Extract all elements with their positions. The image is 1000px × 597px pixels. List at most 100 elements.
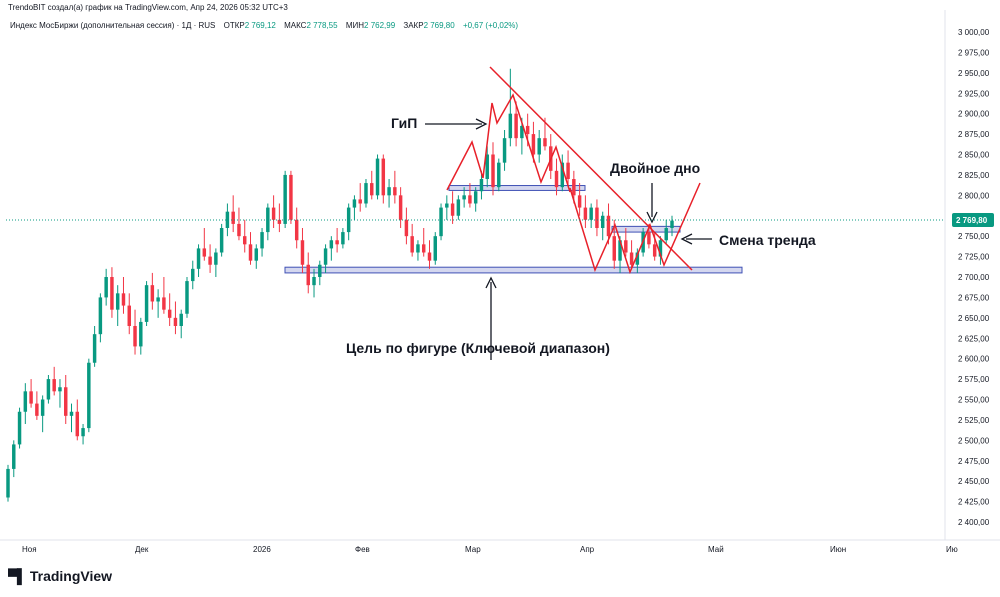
candle-body: [104, 277, 108, 298]
candle: [450, 191, 455, 224]
time-tick-label: Дек: [135, 545, 149, 554]
candle-body: [525, 125, 530, 135]
target-label: Цель по фигуре (Ключевой диапазон): [346, 340, 610, 356]
candle-body: [629, 252, 634, 265]
price-tick-label: 2 425,00: [958, 498, 990, 507]
candle-body: [277, 219, 282, 224]
candle: [670, 215, 674, 237]
last-price-tag: [952, 212, 994, 227]
candle: [468, 183, 472, 208]
candle-body: [393, 187, 397, 196]
pattern-drawings[interactable]: [425, 66, 712, 360]
candle: [387, 179, 391, 208]
key-level-zones[interactable]: [284, 185, 743, 274]
candle-body: [577, 195, 582, 208]
target-arrow-head: [485, 276, 497, 289]
candle-body: [271, 207, 276, 220]
trend-change-arrow-head: [680, 233, 693, 245]
candle: [127, 293, 131, 335]
candle: [341, 228, 345, 249]
low-value: 2 762,99: [364, 21, 396, 30]
low-label: МИН: [345, 21, 365, 30]
price-axis[interactable]: 2 400,00 2 425,00 2 450,00 2 475,00 2 500,00…: [958, 28, 990, 527]
candle: [485, 146, 489, 188]
double-bottom-zone[interactable]: [611, 225, 681, 233]
candle-body: [479, 179, 484, 192]
candle: [35, 391, 39, 420]
candle-body: [445, 203, 449, 208]
candle: [462, 187, 466, 208]
candle-body: [398, 195, 403, 220]
instrument-name[interactable]: Индекс МосБиржи (дополнительная сессия) …: [10, 21, 216, 30]
candle: [404, 207, 409, 245]
candle-body: [196, 248, 201, 269]
price-tick-label: 2 750,00: [958, 232, 990, 241]
candle: [23, 383, 28, 424]
candle: [595, 199, 599, 237]
double-bottom-line[interactable]: [569, 182, 701, 275]
candle-body: [612, 236, 616, 261]
double-bottom-label: Двойное дно: [610, 160, 701, 176]
candle-body: [12, 444, 16, 469]
candle-body: [254, 248, 259, 261]
candle-body: [173, 317, 178, 326]
candle: [139, 317, 143, 355]
candle: [173, 301, 178, 335]
head-and-shoulders-line[interactable]: [446, 93, 571, 193]
candle: [352, 195, 357, 220]
price-tick-label: 2 550,00: [958, 396, 990, 405]
candle-body: [40, 399, 45, 416]
tradingview-logo[interactable]: ▀▌ TradingView: [8, 568, 112, 584]
candle: [318, 260, 322, 286]
candle: [624, 228, 628, 257]
candle: [381, 154, 386, 204]
resistance-trendline[interactable]: [489, 66, 693, 271]
candle: [583, 195, 588, 228]
last-price-label: 2 769,80: [956, 216, 988, 225]
time-tick-label: Ноя: [22, 545, 37, 554]
candle-body: [439, 207, 443, 237]
candle-body: [121, 293, 126, 306]
candle-body: [427, 252, 432, 261]
candle-body: [485, 154, 489, 179]
candle-body: [98, 297, 103, 335]
candle-body: [595, 207, 599, 228]
candle-body: [6, 468, 10, 498]
candle: [237, 207, 241, 241]
candle-body: [237, 223, 241, 237]
candle-body: [462, 195, 466, 200]
candle: [87, 358, 91, 433]
candle: [398, 187, 403, 228]
trend-change-label: Смена тренда: [719, 232, 816, 248]
price-tick-label: 2 500,00: [958, 436, 990, 445]
chart-credit: TrendoBIT создал(а) график на TradingVie…: [8, 3, 288, 12]
candle: [473, 187, 478, 212]
time-tick-label: Ию: [946, 545, 958, 554]
candle: [560, 154, 565, 192]
time-tick-label: Фев: [355, 545, 370, 554]
candle: [191, 260, 195, 290]
candle-body: [225, 211, 230, 228]
neckline-zone[interactable]: [448, 185, 586, 191]
candle: [370, 170, 374, 200]
target-zone[interactable]: [284, 266, 743, 274]
candle-body: [133, 326, 137, 347]
candle: [40, 395, 45, 433]
candle-body: [624, 240, 628, 253]
candle-body: [289, 174, 293, 220]
time-axis[interactable]: Ноя Дек 2026 Фев Мар Апр Май Июн Ию: [22, 545, 958, 554]
candle-body: [421, 244, 426, 253]
candle-body: [531, 134, 536, 155]
candle: [242, 219, 247, 253]
candle-body: [606, 215, 611, 237]
candle: [629, 240, 634, 269]
candle: [445, 195, 449, 220]
candle-body: [17, 411, 22, 445]
candle: [566, 150, 570, 188]
candle: [289, 170, 293, 224]
candle-body: [520, 125, 524, 139]
price-tick-label: 2 950,00: [958, 69, 990, 78]
price-tick-label: 2 450,00: [958, 477, 990, 486]
candle-body: [375, 158, 380, 196]
